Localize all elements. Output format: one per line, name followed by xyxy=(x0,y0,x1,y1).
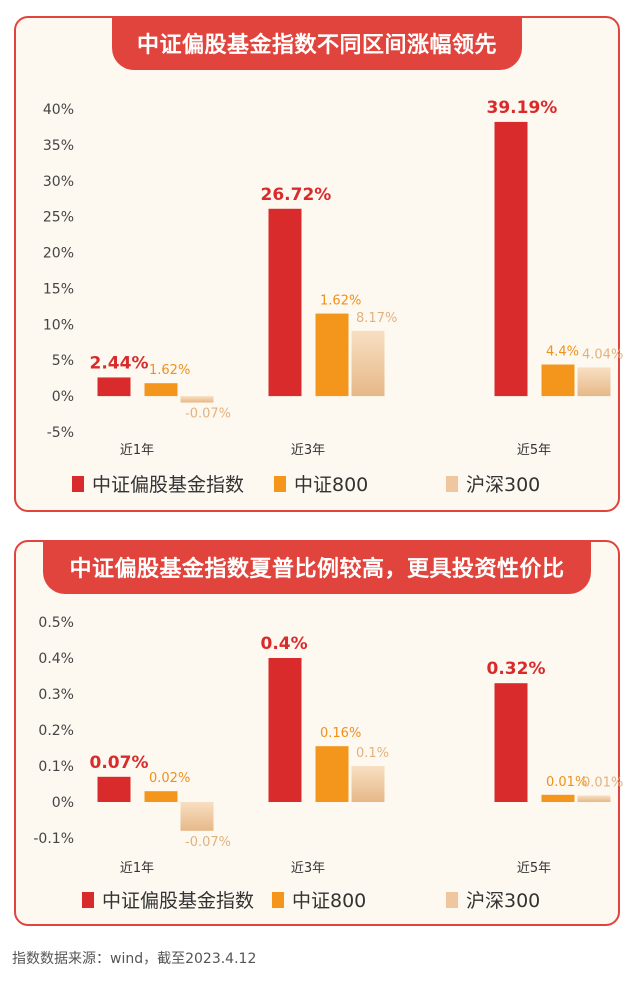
data-label: 0.32% xyxy=(487,659,546,679)
data-label: 0.02% xyxy=(149,771,190,786)
legend-item-csi800: 中证800 xyxy=(272,886,366,913)
y-tick-label: 0% xyxy=(52,389,74,405)
bar xyxy=(351,766,385,802)
data-label: 4.04% xyxy=(582,347,623,362)
data-label: 0.4% xyxy=(261,634,308,654)
bar xyxy=(494,121,528,397)
data-label: -0.07% xyxy=(185,407,231,422)
y-tick-label: 0.3% xyxy=(38,687,74,703)
source-note: 指数数据来源：wind，截至2023.4.12 xyxy=(12,951,257,967)
y-tick-label: 25% xyxy=(43,210,74,226)
bar xyxy=(315,746,349,802)
data-label: 39.19% xyxy=(487,98,558,118)
y-tick-label: 0.4% xyxy=(38,651,74,667)
y-tick-label: 0% xyxy=(52,795,74,811)
bar xyxy=(577,795,611,802)
bar xyxy=(577,367,611,397)
category-label: 近3年 xyxy=(291,443,325,458)
category-label: 近1年 xyxy=(120,861,154,876)
legend-item-primary: 中证偏股基金指数 xyxy=(82,886,254,913)
y-tick-label: 40% xyxy=(43,102,74,118)
bar xyxy=(315,313,349,397)
legend-swatch xyxy=(82,891,94,908)
sharpe-bar-chart: 0.5% 0.4% 0.3% 0.2% 0.1% 0% -0.1% 0.07% 0.4% 0.32… xyxy=(33,615,623,876)
bar xyxy=(541,794,575,802)
y-tick-label: 5% xyxy=(52,353,74,369)
legend-item-csi300: 沪深300 xyxy=(446,470,540,497)
bar xyxy=(494,683,528,802)
data-label: 0.16% xyxy=(320,726,361,741)
y-tick-label: 20% xyxy=(43,246,74,262)
data-label: 0.07% xyxy=(90,753,149,773)
y-tick-label: 10% xyxy=(43,317,74,333)
chart-title: 中证偏股基金指数夏普比例较高，更具投资性价比 xyxy=(43,540,591,594)
bar xyxy=(144,383,178,397)
bar xyxy=(180,802,214,831)
legend-item-csi800: 中证800 xyxy=(274,470,368,497)
data-label: 26.72% xyxy=(261,185,332,205)
y-tick-label: -0.1% xyxy=(33,831,74,847)
bar xyxy=(351,330,385,397)
legend-item-primary: 中证偏股基金指数 xyxy=(72,470,244,497)
bar xyxy=(541,364,575,397)
data-label: 8.17% xyxy=(356,311,397,326)
data-label: -0.07% xyxy=(185,835,231,850)
data-label: 1.62% xyxy=(320,294,361,309)
data-label: 0.1% xyxy=(356,746,389,761)
y-tick-label: 35% xyxy=(43,138,74,154)
bar xyxy=(97,377,131,397)
category-label: 近1年 xyxy=(120,443,154,458)
chart-panel-returns: 中证偏股基金指数不同区间涨幅领先 40% 35% 30% 25% 20% 15% 10% 5%… xyxy=(14,16,623,512)
data-label: 0.01% xyxy=(582,776,623,791)
legend-swatch xyxy=(272,891,284,908)
legend-swatch xyxy=(446,891,458,908)
legend-swatch xyxy=(274,475,286,492)
bar xyxy=(97,776,131,802)
legend-label: 中证偏股基金指数 xyxy=(92,474,245,496)
legend-label: 中证800 xyxy=(294,474,369,496)
y-tick-label: 0.1% xyxy=(38,759,74,775)
y-tick-label: 0.5% xyxy=(38,615,74,631)
bar xyxy=(268,658,302,802)
category-label: 近5年 xyxy=(517,443,551,458)
chart-panel-sharpe: 中证偏股基金指数夏普比例较高，更具投资性价比 0.5% 0.4% 0.3% 0.2% 0… xyxy=(14,540,623,926)
data-label: 1.62% xyxy=(149,363,190,378)
legend-item-csi300: 沪深300 xyxy=(446,886,540,913)
legend-swatch xyxy=(72,475,84,492)
legend-label: 中证800 xyxy=(292,890,367,912)
bar xyxy=(144,791,178,802)
legend-label: 沪深300 xyxy=(466,890,541,912)
category-label: 近3年 xyxy=(291,861,325,876)
category-label: 近5年 xyxy=(517,861,551,876)
legend: 中证偏股基金指数 中证800 沪深300 xyxy=(16,470,622,497)
data-label: 4.4% xyxy=(546,345,579,360)
bar xyxy=(180,396,214,403)
y-tick-label: 0.2% xyxy=(38,723,74,739)
y-tick-label: 30% xyxy=(43,174,74,190)
legend: 中证偏股基金指数 中证800 沪深300 xyxy=(16,886,622,913)
legend-label: 中证偏股基金指数 xyxy=(102,890,255,912)
data-label: 2.44% xyxy=(90,353,149,373)
data-label: 0.01% xyxy=(546,775,587,790)
y-tick-label: 15% xyxy=(43,281,74,297)
legend-swatch xyxy=(446,475,458,492)
legend-label: 沪深300 xyxy=(466,474,541,496)
y-tick-label: -5% xyxy=(47,425,74,441)
bar xyxy=(268,208,302,397)
returns-bar-chart: 40% 35% 30% 25% 20% 15% 10% 5% 0% -5% 2.44% 26.72% 3… xyxy=(43,98,623,458)
chart-title: 中证偏股基金指数不同区间涨幅领先 xyxy=(112,16,522,70)
